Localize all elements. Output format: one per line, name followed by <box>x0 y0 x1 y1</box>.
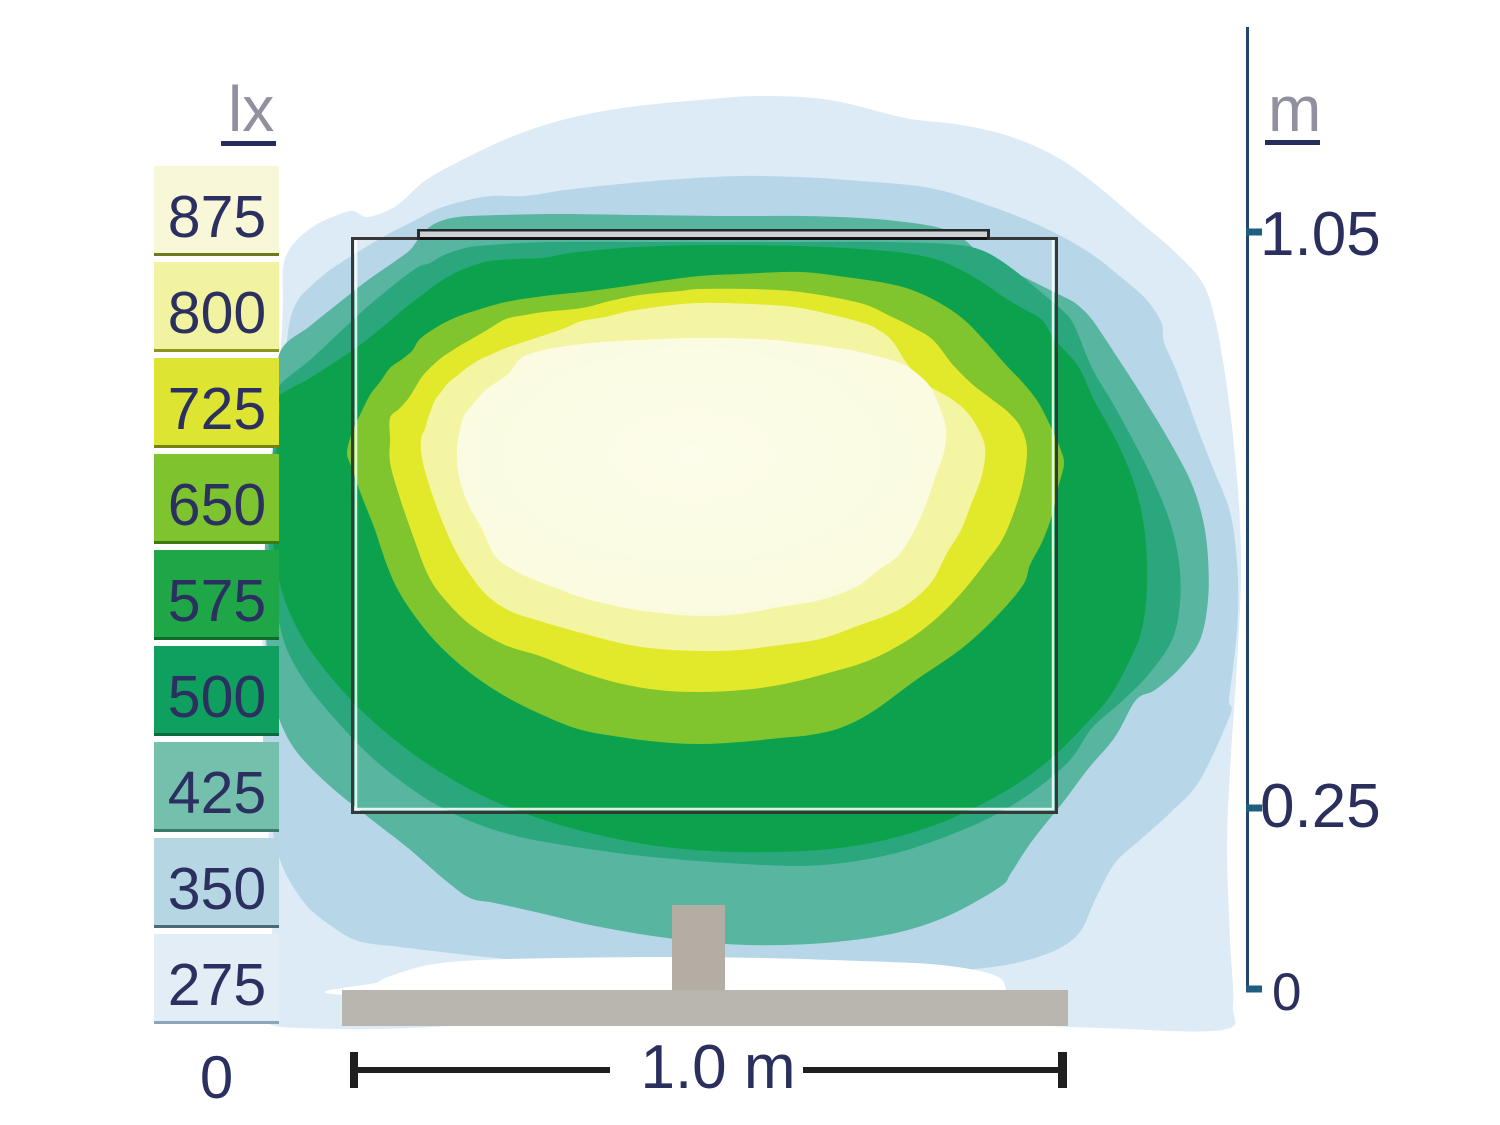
svg-text:275: 275 <box>168 952 266 1018</box>
svg-text:650: 650 <box>168 472 266 538</box>
svg-text:0: 0 <box>200 1044 233 1111</box>
svg-text:0: 0 <box>1272 963 1301 1022</box>
svg-text:1.0 m: 1.0 m <box>640 1033 795 1102</box>
svg-text:725: 725 <box>168 376 266 442</box>
svg-text:lx: lx <box>228 73 274 145</box>
svg-text:575: 575 <box>168 568 266 634</box>
svg-text:0.25: 0.25 <box>1260 772 1381 841</box>
svg-text:800: 800 <box>168 280 266 346</box>
svg-text:500: 500 <box>168 664 266 730</box>
svg-text:m: m <box>1268 73 1321 145</box>
svg-text:425: 425 <box>168 760 266 826</box>
svg-text:1.05: 1.05 <box>1260 200 1381 269</box>
svg-text:875: 875 <box>168 184 266 250</box>
svg-text:350: 350 <box>168 856 266 922</box>
